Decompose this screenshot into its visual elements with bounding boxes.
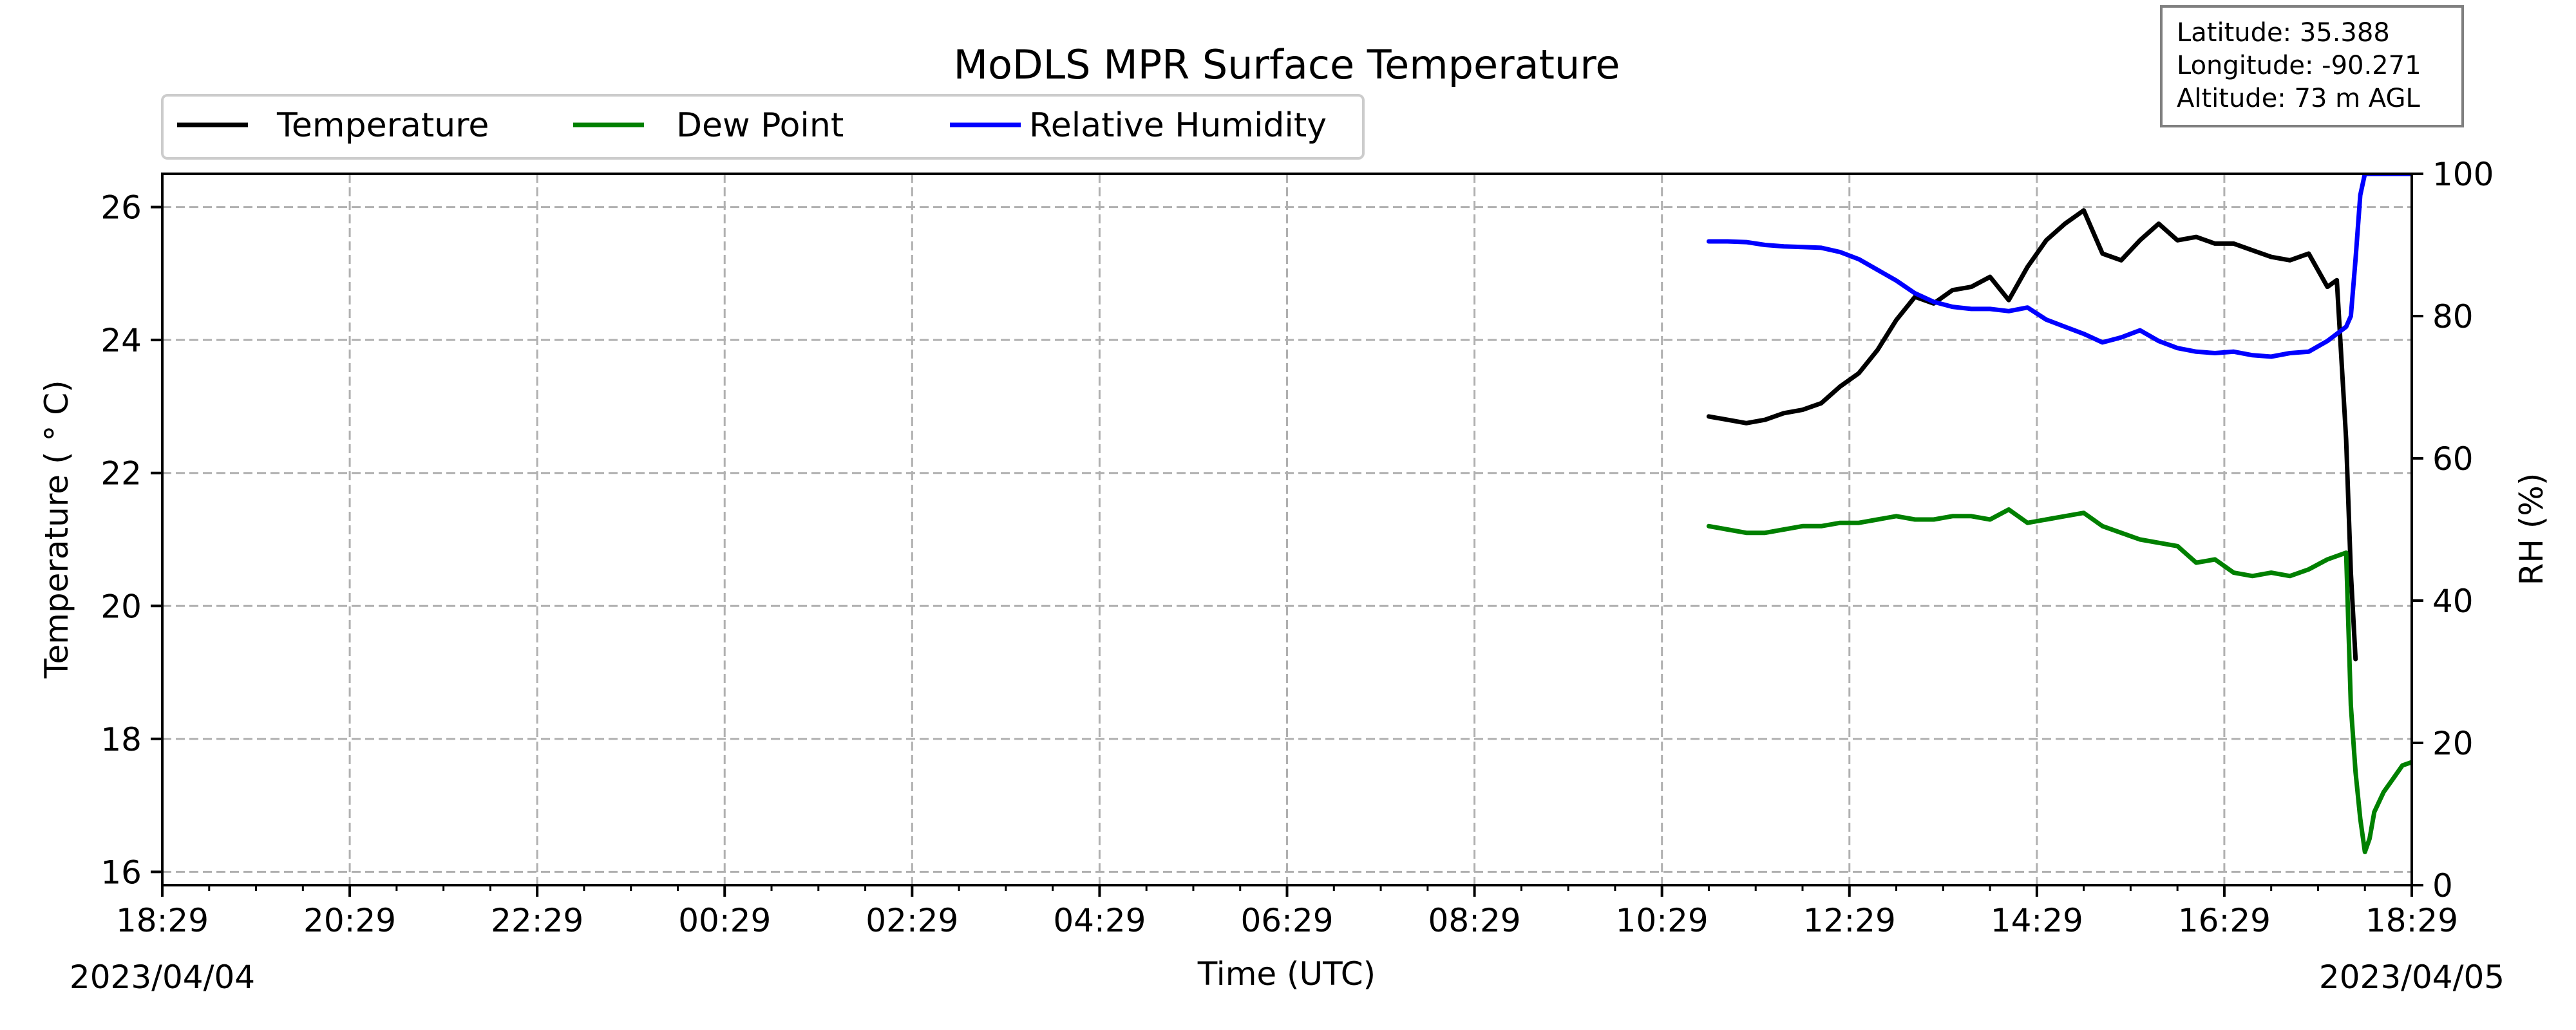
x-tick-label: 02:29 xyxy=(866,902,958,939)
end-date-label: 2023/04/05 xyxy=(2319,959,2505,996)
y2-tick-label: 0 xyxy=(2432,867,2453,904)
x-axis-label: Time (UTC) xyxy=(1197,955,1376,993)
y-axis-label: Temperature ( ° C) xyxy=(38,380,75,679)
legend-box xyxy=(161,94,1365,160)
x-tick-label: 08:29 xyxy=(1428,902,1521,939)
series-line-temperature xyxy=(1706,208,2358,662)
latitude-text: Latitude: 35.388 xyxy=(2177,18,2390,48)
x-tick-label: 12:29 xyxy=(1803,902,1896,939)
y-tick-label: 26 xyxy=(100,189,142,227)
legend-label-relative-humidity: Relative Humidity xyxy=(1029,106,1327,145)
y-tick-label: 24 xyxy=(100,322,142,359)
series-layer xyxy=(1706,174,2412,854)
grid xyxy=(162,174,2412,885)
x-tick-label: 20:29 xyxy=(303,902,396,939)
y2-tick-label: 100 xyxy=(2432,156,2494,193)
y-tick-label: 20 xyxy=(100,588,142,625)
y2-axis-label: RH (%) xyxy=(2513,473,2550,586)
start-date-label: 2023/04/04 xyxy=(70,959,255,996)
series-line-dew-point xyxy=(1706,507,2412,854)
altitude-text: Altitude: 73 m AGL xyxy=(2177,84,2420,113)
series-line-relative-humidity xyxy=(1706,174,2412,359)
x-tick-label: 16:29 xyxy=(2178,902,2271,939)
location-box-frame xyxy=(2160,5,2464,127)
ticks: 18:29 20:29 22:29 00:29 02:29 04:29 06:29 08:29… xyxy=(100,156,2494,939)
x-tick-label: 04:29 xyxy=(1053,902,1146,939)
longitude-text: Longitude: -90.271 xyxy=(2177,51,2421,80)
y2-tick-label: 40 xyxy=(2432,583,2474,620)
legend-label-temperature: Temperature xyxy=(276,106,489,145)
x-tick-label: 18:29 xyxy=(116,902,209,939)
y-tick-label: 22 xyxy=(100,455,142,492)
x-tick-label: 22:29 xyxy=(491,902,583,939)
location-box: Latitude: 35.388 Longitude: -90.271 Alti… xyxy=(2160,5,2464,127)
x-tick-label: 06:29 xyxy=(1240,902,1333,939)
x-tick-label: 00:29 xyxy=(678,902,771,939)
y-tick-label: 18 xyxy=(100,721,142,758)
legend: Temperature Dew Point Relative Humidity xyxy=(161,94,1365,160)
y2-tick-label: 80 xyxy=(2432,298,2474,335)
legend-label-dew-point: Dew Point xyxy=(676,106,844,145)
x-tick-label: 10:29 xyxy=(1616,902,1709,939)
chart-title: MoDLS MPR Surface Temperature xyxy=(953,41,1620,88)
x-tick-label: 18:29 xyxy=(2365,902,2458,939)
y-tick-label: 16 xyxy=(100,854,142,891)
y2-tick-label: 60 xyxy=(2432,440,2474,478)
x-tick-label: 14:29 xyxy=(1991,902,2083,939)
y2-tick-label: 20 xyxy=(2432,725,2474,762)
